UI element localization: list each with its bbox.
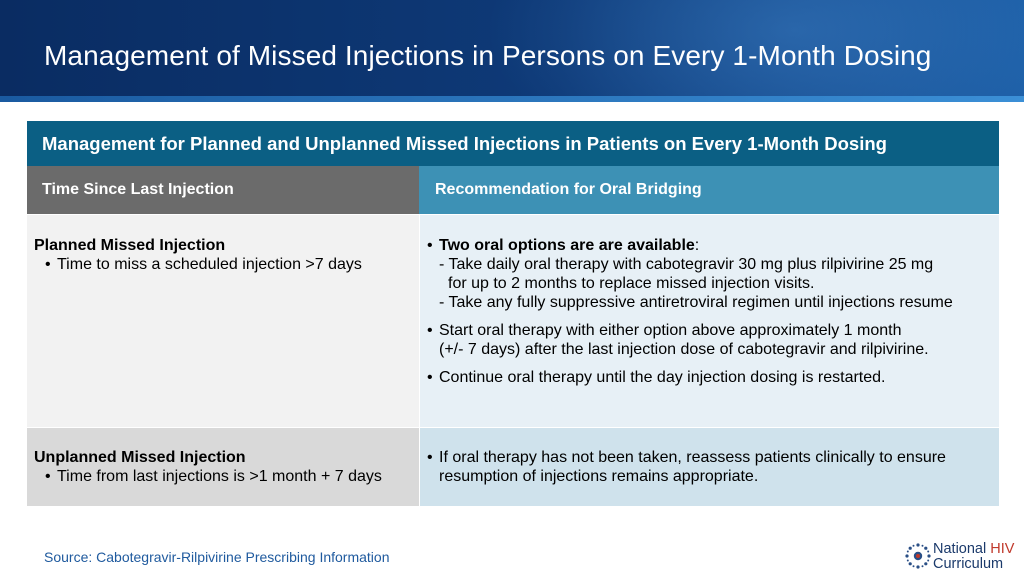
header-time-since-last-injection: Time Since Last Injection: [27, 166, 419, 214]
unplanned-cell: Unplanned Missed Injection • Time from l…: [27, 427, 419, 506]
unplanned-label: Unplanned Missed Injection: [34, 449, 246, 466]
bullet-icon: •: [45, 468, 51, 485]
planned-recommendation-cell: • Two oral options are are available: - …: [419, 214, 999, 427]
unplanned-recommendation-cell: • If oral therapy has not been taken, re…: [419, 427, 999, 506]
table-row-unplanned: Unplanned Missed Injection • Time from l…: [27, 427, 999, 506]
start-oral-line-1: Start oral therapy with either option ab…: [439, 322, 902, 339]
table-row-planned: Planned Missed Injection • Time to miss …: [27, 214, 999, 427]
option-1-line-1: - Take daily oral therapy with cabotegra…: [439, 256, 934, 273]
start-oral-line-2: (+/- 7 days) after the last injection do…: [439, 341, 929, 358]
header-recommendation-oral-bridging: Recommendation for Oral Bridging: [419, 166, 999, 214]
bullet-icon: •: [427, 237, 433, 254]
source-citation: Source: Cabotegravir-Rilpivirine Prescri…: [44, 549, 390, 565]
unplanned-sub-text: Time from last injections is >1 month + …: [57, 468, 382, 485]
unplanned-sub-bullet: • Time from last injections is >1 month …: [34, 467, 419, 486]
option-1-line-2: for up to 2 months to replace missed inj…: [448, 275, 815, 292]
header-shine: [484, 0, 1024, 102]
planned-rec-bullet-2: • Start oral therapy with either option …: [427, 321, 999, 359]
planned-sub-text: Time to miss a scheduled injection >7 da…: [57, 256, 362, 273]
bullet-icon: •: [427, 449, 433, 466]
table-header-row: Time Since Last Injection Recommendation…: [27, 166, 999, 214]
two-oral-options-label: Two oral options are are available: [439, 237, 695, 254]
planned-rec-bullet-3: • Continue oral therapy until the day in…: [427, 368, 999, 387]
planned-label: Planned Missed Injection: [34, 237, 226, 254]
table-title: Management for Planned and Unplanned Mis…: [27, 121, 999, 166]
logo-text: National HIV Curriculum: [933, 542, 1014, 572]
reassess-line-2: resumption of injections remains appropr…: [439, 468, 759, 485]
unplanned-rec-bullet-1: • If oral therapy has not been taken, re…: [427, 448, 999, 467]
planned-sub-bullet: • Time to miss a scheduled injection >7 …: [34, 255, 419, 274]
planned-cell: Planned Missed Injection • Time to miss …: [27, 214, 419, 427]
logo-word-hiv: HIV: [990, 541, 1015, 557]
sunburst-logo-icon: [905, 543, 931, 569]
bullet-icon: •: [427, 369, 433, 386]
planned-rec-bullet-1: • Two oral options are are available: - …: [427, 236, 999, 312]
logo-word-curriculum: Curriculum: [933, 556, 1004, 572]
option-2: - Take any fully suppressive antiretrovi…: [439, 294, 953, 311]
missed-injection-table: Management for Planned and Unplanned Mis…: [27, 121, 999, 506]
reassess-line-1: If oral therapy has not been taken, reas…: [439, 449, 946, 466]
slide-header: Management of Missed Injections in Perso…: [0, 0, 1024, 102]
bullet-icon: •: [427, 322, 433, 339]
continue-oral-text: Continue oral therapy until the day inje…: [439, 369, 886, 386]
bullet-icon: •: [45, 256, 51, 273]
colon: :: [694, 237, 700, 254]
logo-word-national: National: [933, 541, 987, 557]
slide-title: Management of Missed Injections in Perso…: [44, 40, 932, 71]
national-hiv-curriculum-logo: National HIV Curriculum: [904, 542, 1019, 572]
